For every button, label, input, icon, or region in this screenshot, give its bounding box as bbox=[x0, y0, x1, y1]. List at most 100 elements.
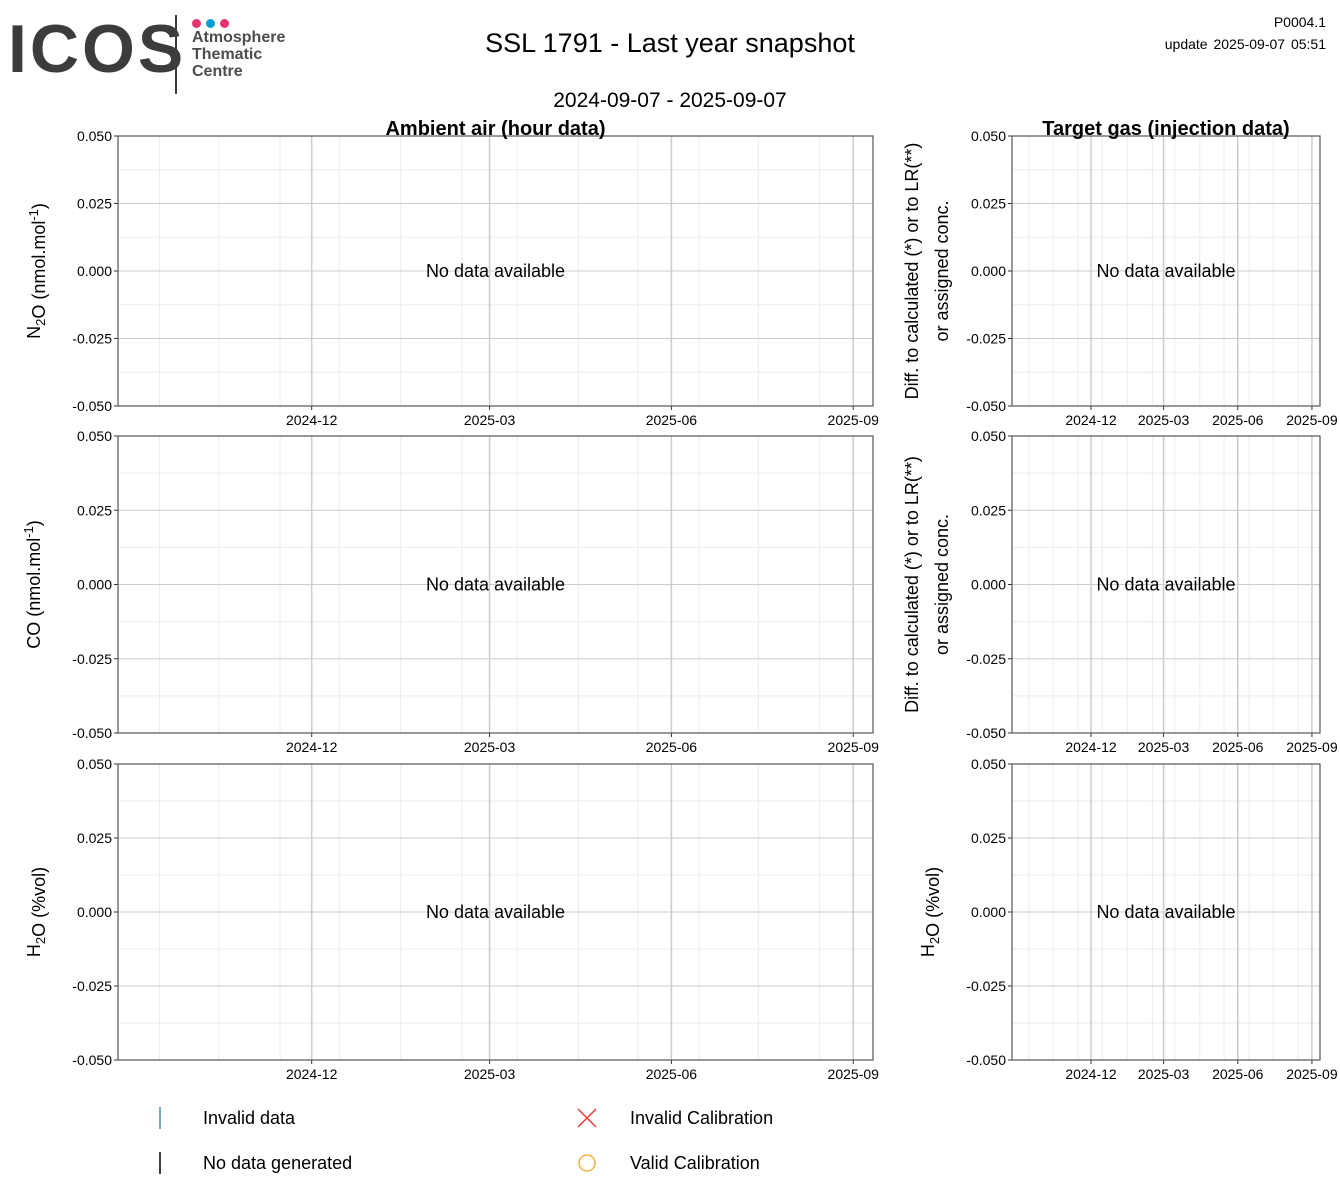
logo-dots bbox=[192, 15, 234, 33]
y-tick-label: -0.025 bbox=[72, 978, 112, 994]
y-tick-label: 0.050 bbox=[77, 428, 112, 444]
chart-panel-target-h2o: 0.050 0.025 0.000 -0.025 -0.050 2024-12 2025-0… bbox=[918, 756, 1338, 1082]
x-tick-label: 2025-09 bbox=[828, 412, 880, 428]
chart-panel-ambient-n2o: 0.050 0.025 0.000 -0.025 -0.050 2024-12 2025-0… bbox=[24, 118, 879, 428]
y-tick-label: -0.025 bbox=[72, 651, 112, 667]
y-tick-label: -0.025 bbox=[966, 331, 1006, 347]
y-tick-label: 0.025 bbox=[77, 830, 112, 846]
y-tick-label: 0.000 bbox=[77, 263, 112, 279]
panel-title: Target gas (injection data) bbox=[1042, 118, 1289, 140]
y-tick-label: -0.050 bbox=[72, 398, 112, 414]
legend-item: Invalid Calibration bbox=[577, 1108, 773, 1128]
no-data-message: No data available bbox=[426, 575, 565, 595]
x-tick-label: 2024-12 bbox=[286, 412, 338, 428]
y-tick-label: 0.050 bbox=[971, 756, 1006, 772]
x-tick-label: 2025-06 bbox=[1212, 412, 1264, 428]
x-tick-label: 2025-09 bbox=[1286, 1066, 1338, 1082]
y-tick-label: 0.050 bbox=[971, 428, 1006, 444]
y-tick-label: -0.050 bbox=[966, 1052, 1006, 1068]
y-tick-label: 0.000 bbox=[77, 577, 112, 593]
y-tick-label: 0.050 bbox=[971, 128, 1006, 144]
y-axis-label: N2O (nmol.mol-1) bbox=[24, 203, 49, 339]
y-tick-label: 0.000 bbox=[77, 904, 112, 920]
y-axis-label: H2O (%vol) bbox=[918, 867, 943, 957]
legend-label: Invalid Calibration bbox=[630, 1108, 773, 1128]
x-tick-label: 2024-12 bbox=[286, 739, 338, 755]
y-tick-label: -0.050 bbox=[72, 1052, 112, 1068]
y-axis-label: CO (nmol.mol-1) bbox=[21, 520, 44, 649]
x-tick-label: 2025-03 bbox=[464, 1066, 516, 1082]
legend-label: Invalid data bbox=[203, 1108, 296, 1128]
y-tick-label: 0.000 bbox=[971, 577, 1006, 593]
x-tick-label: 2025-09 bbox=[1286, 412, 1338, 428]
x-tick-label: 2025-06 bbox=[646, 739, 698, 755]
no-data-message: No data available bbox=[1096, 575, 1235, 595]
x-tick-label: 2025-09 bbox=[828, 1066, 880, 1082]
logo-subtitle: Atmosphere Thematic Centre bbox=[192, 29, 285, 80]
no-data-message: No data available bbox=[1096, 902, 1235, 922]
legend-cross-icon bbox=[577, 1108, 597, 1128]
x-tick-label: 2025-03 bbox=[1138, 739, 1190, 755]
panel-border bbox=[117, 435, 874, 734]
x-tick-label: 2025-06 bbox=[646, 412, 698, 428]
y-tick-label: -0.025 bbox=[72, 331, 112, 347]
y-tick-label: 0.050 bbox=[77, 756, 112, 772]
legend-item: No data generated bbox=[159, 1152, 352, 1174]
x-tick-label: 2025-06 bbox=[1212, 739, 1264, 755]
panel-border bbox=[1011, 135, 1321, 407]
legend-label: Valid Calibration bbox=[630, 1153, 760, 1173]
panel-border bbox=[1011, 435, 1321, 734]
x-tick-label: 2025-09 bbox=[828, 739, 880, 755]
chart-panel-target-co: 0.050 0.025 0.000 -0.025 -0.050 2024-12 2025-0… bbox=[902, 428, 1338, 755]
x-tick-label: 2025-06 bbox=[646, 1066, 698, 1082]
chart-panel-ambient-h2o: 0.050 0.025 0.000 -0.025 -0.050 2024-12 2025-0… bbox=[24, 756, 879, 1082]
y-axis-label: H2O (%vol) bbox=[24, 867, 49, 957]
y-tick-label: -0.025 bbox=[966, 651, 1006, 667]
logo-line-1: Atmosphere bbox=[192, 29, 286, 46]
y-tick-label: 0.025 bbox=[77, 196, 112, 212]
x-tick-label: 2024-12 bbox=[286, 1066, 338, 1082]
y-tick-label: -0.050 bbox=[72, 725, 112, 741]
y-tick-label: 0.025 bbox=[971, 196, 1006, 212]
y-axis-label: or assigned conc. bbox=[932, 514, 952, 655]
logo-dot bbox=[206, 19, 215, 28]
y-tick-label: 0.025 bbox=[77, 502, 112, 518]
legend-label: No data generated bbox=[203, 1153, 352, 1173]
icos-logo: ICOS bbox=[8, 11, 187, 87]
x-tick-label: 2025-03 bbox=[464, 412, 516, 428]
legend-circle-icon bbox=[578, 1154, 596, 1172]
logo-dot bbox=[220, 19, 229, 28]
no-data-message: No data available bbox=[426, 261, 565, 281]
logo-line-2: Thematic bbox=[192, 46, 263, 63]
y-tick-label: -0.050 bbox=[966, 725, 1006, 741]
y-axis-label: Diff. to calculated (*) or to LR(**) bbox=[902, 143, 922, 400]
x-tick-label: 2025-03 bbox=[464, 739, 516, 755]
legend: Invalid data Invalid Calibration No data g… bbox=[159, 1107, 773, 1174]
logo-line-3: Centre bbox=[192, 63, 243, 80]
y-tick-label: 0.050 bbox=[77, 128, 112, 144]
logo-divider bbox=[175, 15, 177, 94]
x-tick-label: 2025-06 bbox=[1212, 1066, 1264, 1082]
panel-title: Ambient air (hour data) bbox=[385, 118, 605, 140]
y-tick-label: -0.050 bbox=[966, 398, 1006, 414]
x-tick-label: 2025-03 bbox=[1138, 1066, 1190, 1082]
y-tick-label: 0.025 bbox=[971, 830, 1006, 846]
x-tick-label: 2024-12 bbox=[1065, 739, 1117, 755]
update-timestamp: update 2025-09-07 05:51 bbox=[1164, 36, 1326, 52]
panel-border bbox=[117, 763, 874, 1061]
date-range: 2024-09-07 - 2025-09-07 bbox=[553, 89, 787, 112]
panel-border bbox=[1011, 763, 1321, 1061]
y-tick-label: -0.025 bbox=[966, 978, 1006, 994]
legend-item: Invalid data bbox=[159, 1107, 296, 1129]
y-tick-label: 0.000 bbox=[971, 263, 1006, 279]
panel-border bbox=[117, 135, 874, 407]
page-title: SSL 1791 - Last year snapshot bbox=[485, 28, 855, 58]
no-data-message: No data available bbox=[426, 902, 565, 922]
no-data-message: No data available bbox=[1096, 261, 1235, 281]
x-tick-label: 2024-12 bbox=[1065, 1066, 1117, 1082]
x-tick-label: 2024-12 bbox=[1065, 412, 1117, 428]
y-axis-label: Diff. to calculated (*) or to LR(**) bbox=[902, 456, 922, 713]
chart-panel-ambient-co: 0.050 0.025 0.000 -0.025 -0.050 2024-12 2025-0… bbox=[21, 428, 879, 755]
logo-dot bbox=[192, 19, 201, 28]
